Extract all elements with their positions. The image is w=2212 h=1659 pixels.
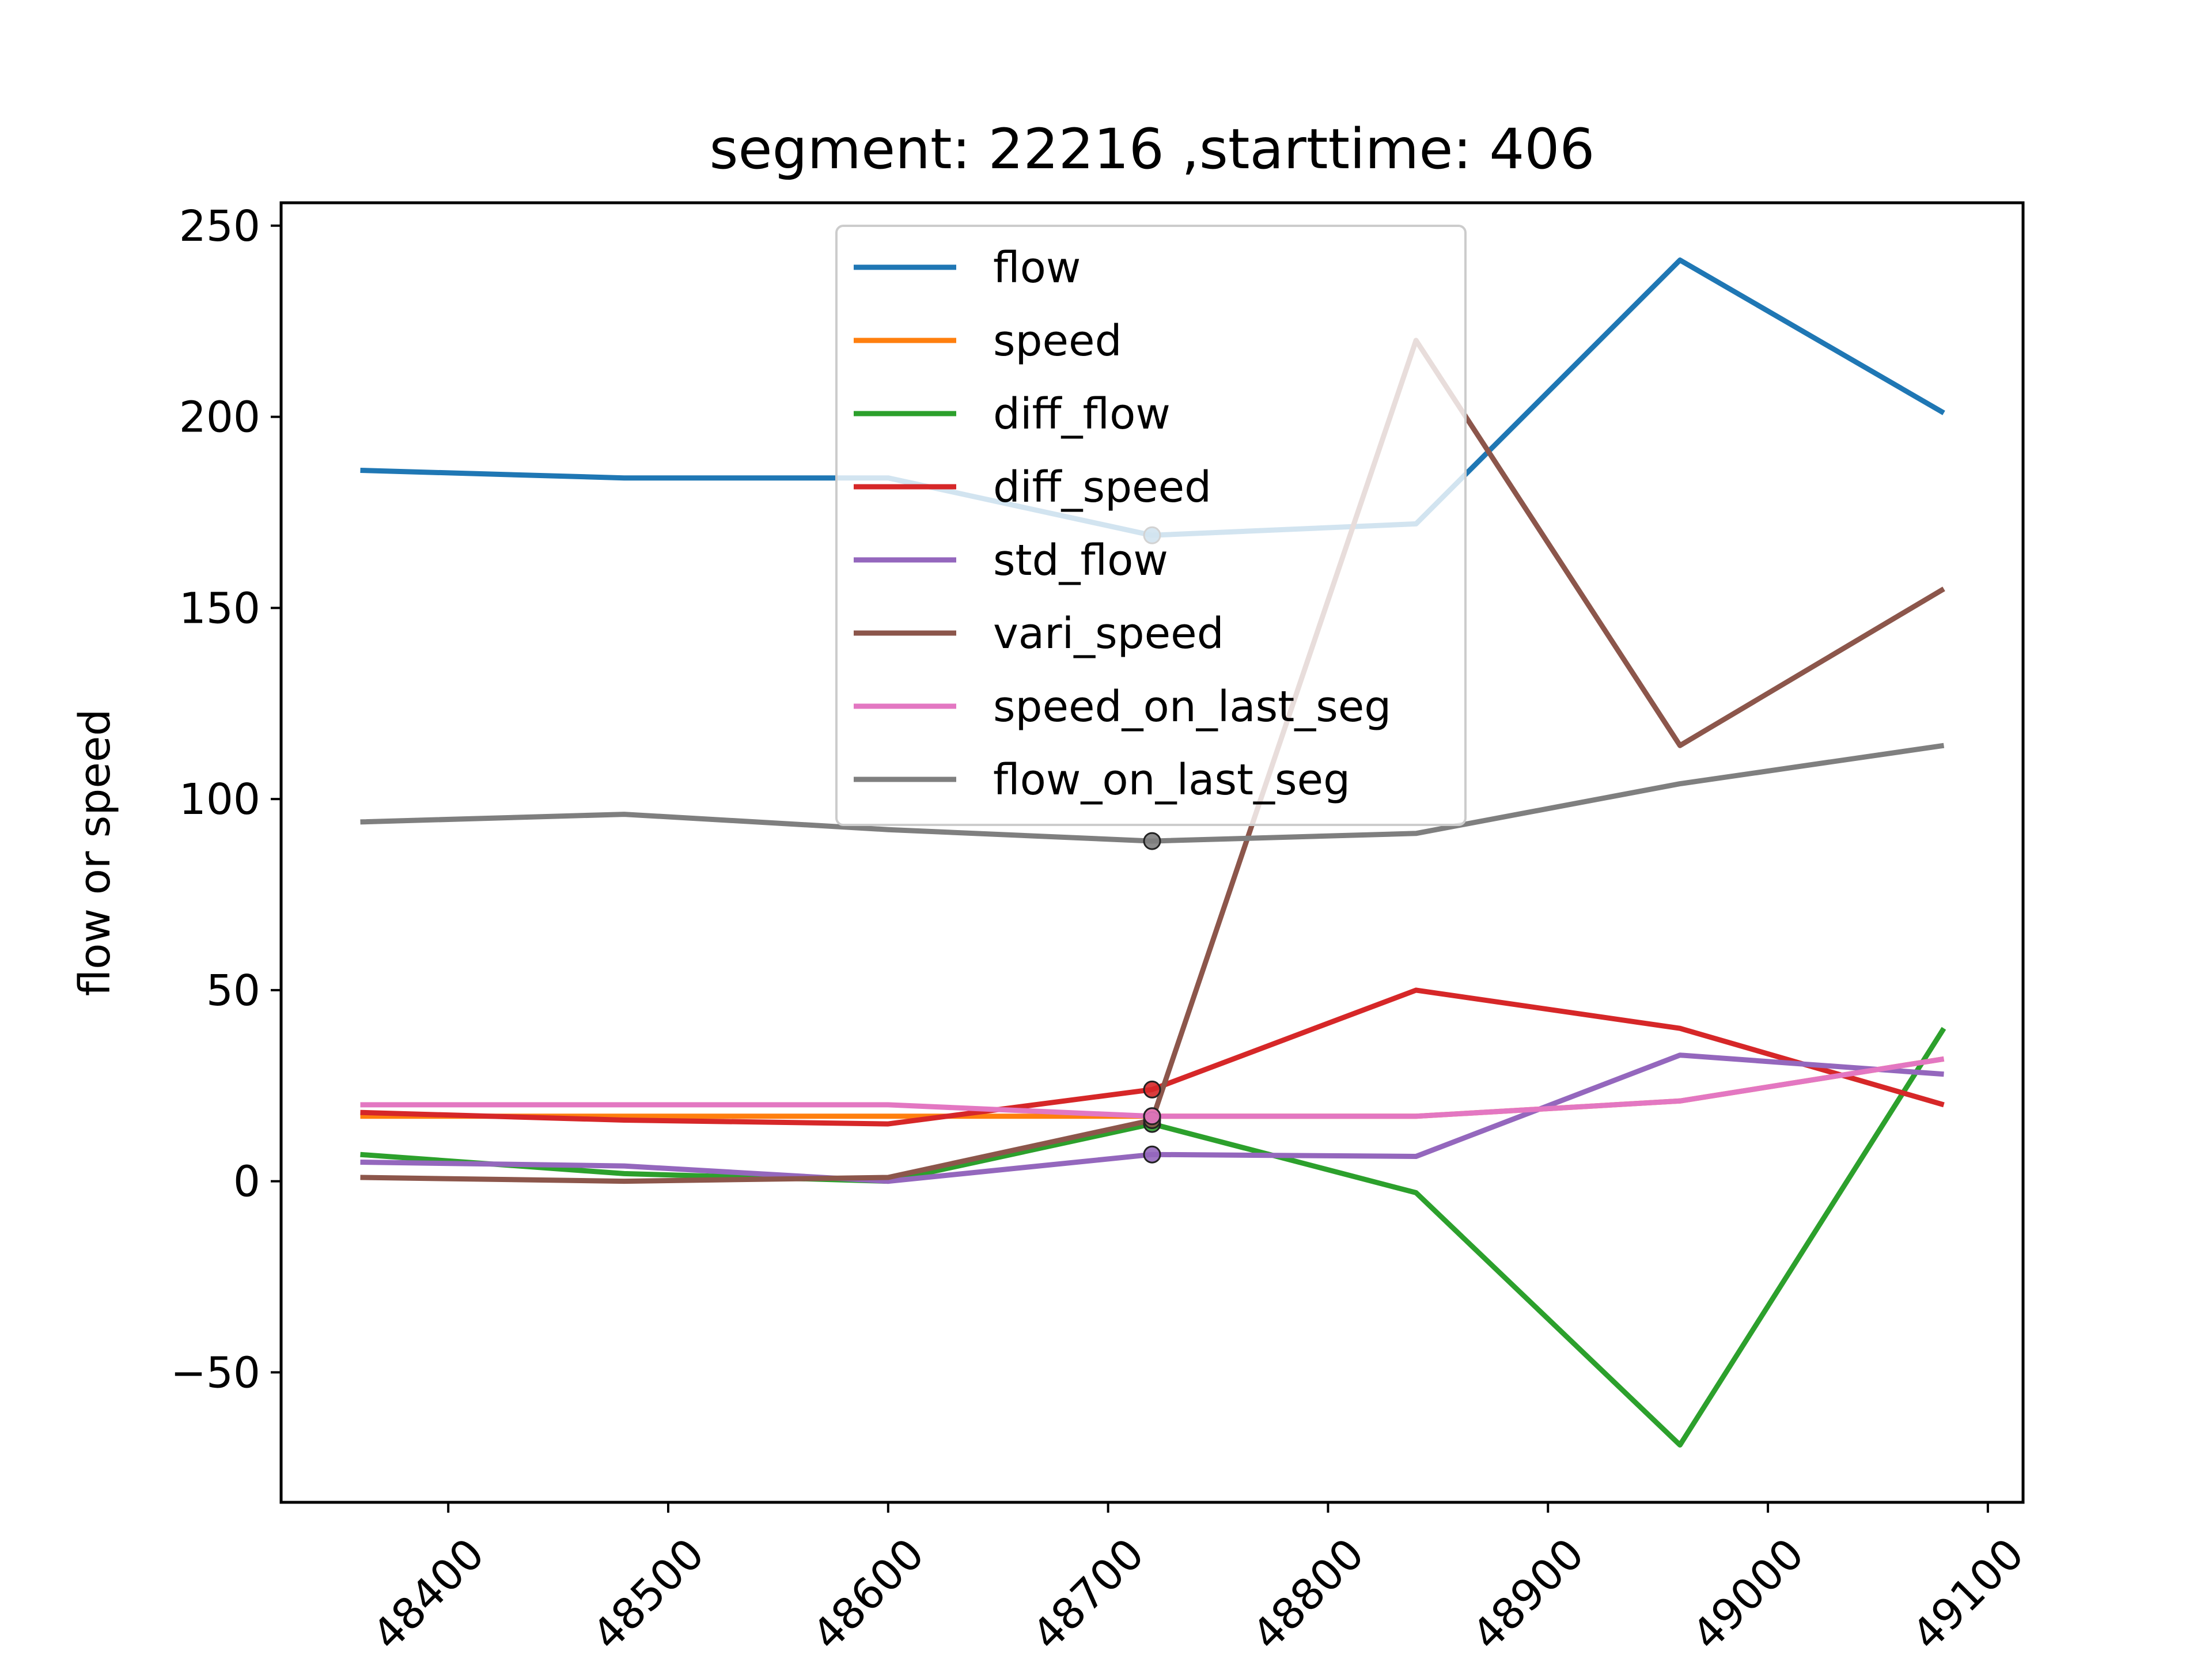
- y-tick-label: 250: [179, 202, 260, 251]
- y-axis: −50 0 50 100 150 200 250: [171, 202, 281, 1397]
- marker-speed-on-last-seg: [1143, 1107, 1161, 1126]
- legend-label-std-flow: std_flow: [993, 536, 1168, 585]
- marker-flow-on-last-seg: [1143, 832, 1161, 850]
- legend: flow speed diff_flow diff_speed std_flowvari…: [835, 225, 1467, 826]
- y-tick-label: 0: [233, 1157, 260, 1207]
- legend-label-diff-speed: diff_speed: [993, 463, 1211, 512]
- y-axis-label: flow or speed: [70, 709, 120, 997]
- legend-label-diff-flow: diff_flow: [993, 389, 1171, 439]
- plot-frame: [279, 201, 2025, 1504]
- marker-diff-speed: [1143, 1080, 1161, 1099]
- marker-std-flow: [1143, 1145, 1161, 1164]
- legend-box: [835, 225, 1467, 826]
- y-tick-label: 150: [179, 584, 260, 633]
- y-tick-label: 50: [206, 966, 260, 1016]
- y-tick-label: −50: [171, 1348, 260, 1397]
- y-tick-label: 100: [179, 775, 260, 824]
- chart-title: segment: 22216 ,starttime: 406: [710, 117, 1595, 181]
- legend-label-speed: speed: [993, 316, 1122, 366]
- legend-label-flow: flow: [993, 243, 1081, 293]
- legend-label-speed-on-last-seg: speed_on_last_seg: [993, 682, 1391, 732]
- legend-label-flow-on-last-seg: flow_on_last_seg: [993, 755, 1350, 805]
- y-tick-label: 200: [179, 393, 260, 442]
- legend-label-vari-speed: vari_speed: [993, 609, 1224, 658]
